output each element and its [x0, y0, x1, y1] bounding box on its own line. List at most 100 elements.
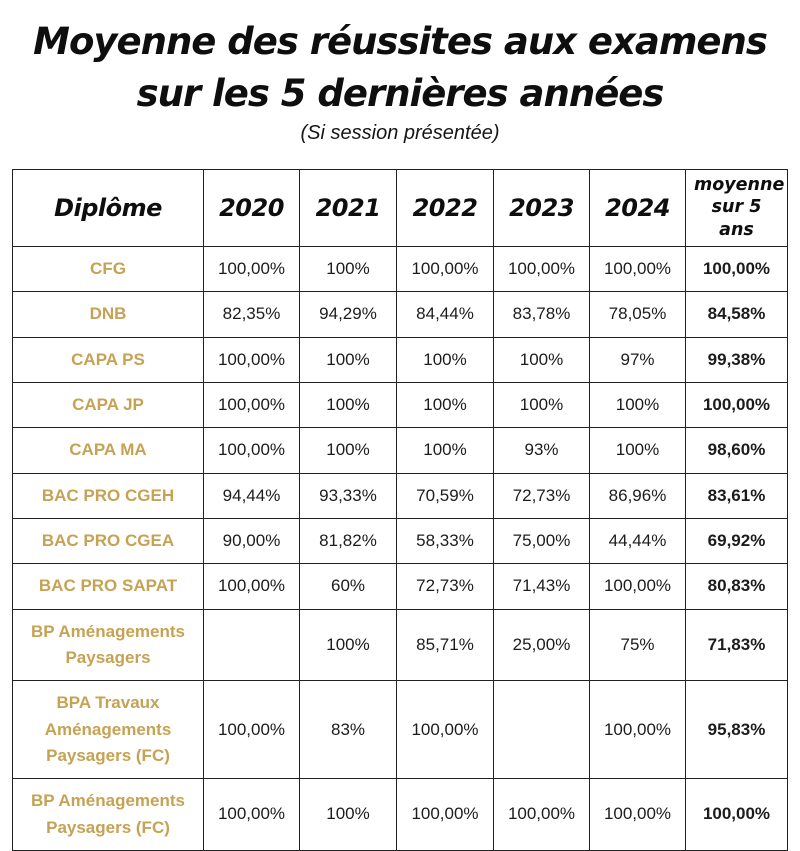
title-line-1: Moyenne des réussites aux examens: [33, 20, 768, 63]
diploma-cell: CFG: [12, 245, 204, 293]
diploma-cell: BP Aménagements Paysagers: [12, 608, 204, 682]
column-header-moyenne: moyenne sur 5 ans: [685, 168, 788, 247]
diploma-cell: BP Aménagements Paysagers (FC): [12, 778, 204, 851]
table-row: BAC PRO CGEH 94,44% 93,33% 70,59% 72,73% 86,9…: [12, 472, 788, 519]
value-cell: 100,00%: [203, 778, 300, 851]
column-header-diplome: Diplôme: [12, 168, 204, 247]
table-row: BAC PRO CGEA 90,00% 81,82% 58,33% 75,00% 44,4…: [12, 517, 788, 565]
value-cell: 100,00%: [493, 245, 590, 293]
value-cell: 84,44%: [396, 291, 494, 338]
value-cell: 100,00%: [203, 336, 300, 383]
value-cell: 60%: [299, 563, 397, 610]
table-body: CFG 100,00% 100% 100,00% 100,00% 100,00% 100,0…: [12, 245, 788, 851]
column-header-year: 2021: [299, 168, 397, 247]
value-cell: 100%: [396, 427, 494, 474]
value-cell: 72,73%: [396, 563, 494, 610]
value-cell: 100,00%: [203, 563, 300, 610]
value-cell: 100,00%: [203, 245, 300, 293]
column-header-year: 2023: [493, 168, 590, 247]
column-header-year: 2024: [589, 168, 686, 247]
table-row: BPA Travaux Aménagements Paysagers (FC) 1…: [12, 680, 788, 780]
value-cell: 100,00%: [589, 563, 686, 610]
value-cell: 75,00%: [493, 517, 590, 565]
table-row: CFG 100,00% 100% 100,00% 100,00% 100,00% 100,0…: [12, 245, 788, 293]
value-cell: 75%: [589, 608, 686, 682]
value-cell: 100,00%: [589, 245, 686, 293]
value-cell: 100%: [299, 608, 397, 682]
value-cell: 90,00%: [203, 517, 300, 565]
average-cell: 83,61%: [685, 472, 788, 519]
average-cell: 84,58%: [685, 291, 788, 338]
value-cell: 72,73%: [493, 472, 590, 519]
average-cell: 95,83%: [685, 680, 788, 780]
results-table: Diplôme 2020 2021 2022 2023 2024 moyenne sur 5…: [12, 168, 788, 851]
value-cell: 93,33%: [299, 472, 397, 519]
page-subtitle: (Si session présentée): [300, 121, 500, 144]
value-cell: 100%: [589, 381, 686, 429]
value-cell: 82,35%: [203, 291, 300, 338]
value-cell: 78,05%: [589, 291, 686, 338]
diploma-cell: CAPA MA: [12, 427, 204, 474]
average-cell: 69,92%: [685, 517, 788, 565]
value-cell: 71,43%: [493, 563, 590, 610]
column-header-year: 2020: [203, 168, 300, 247]
value-cell: 100%: [589, 427, 686, 474]
diploma-cell: BPA Travaux Aménagements Paysagers (FC): [12, 680, 204, 780]
column-header-year: 2022: [396, 168, 494, 247]
value-cell: 100,00%: [203, 381, 300, 429]
value-cell: 100%: [299, 778, 397, 851]
table-row: CAPA JP 100,00% 100% 100% 100% 100% 100,00%: [12, 381, 788, 429]
title-line-2: sur les 5 dernières années: [136, 71, 665, 115]
value-cell: 100,00%: [203, 427, 300, 474]
value-cell: 97%: [589, 336, 686, 383]
value-cell: 100%: [299, 336, 397, 383]
value-cell: 70,59%: [396, 472, 494, 519]
page-title: Moyenne des réussites aux examens sur les…: [10, 16, 790, 120]
table-row: BAC PRO SAPAT 100,00% 60% 72,73% 71,43% 100,0…: [12, 563, 788, 610]
value-cell: 81,82%: [299, 517, 397, 565]
average-cell: 71,83%: [685, 608, 788, 682]
average-cell: 98,60%: [685, 427, 788, 474]
average-cell: 100,00%: [685, 381, 788, 429]
value-cell: 94,29%: [299, 291, 397, 338]
value-cell: 100%: [493, 381, 590, 429]
value-cell: 85,71%: [396, 608, 494, 682]
average-cell: 100,00%: [685, 778, 788, 851]
value-cell: 100,00%: [493, 778, 590, 851]
average-cell: 80,83%: [685, 563, 788, 610]
table-row: CAPA PS 100,00% 100% 100% 100% 97% 99,38%: [12, 336, 788, 383]
value-cell: [203, 608, 300, 682]
table-row: BP Aménagements Paysagers 100% 85,71% 25,00…: [12, 608, 788, 682]
table-row: BP Aménagements Paysagers (FC) 100,00% 100…: [12, 778, 788, 851]
table-row: CAPA MA 100,00% 100% 100% 93% 100% 98,60%: [12, 427, 788, 474]
value-cell: 100,00%: [589, 680, 686, 780]
value-cell: 44,44%: [589, 517, 686, 565]
value-cell: 25,00%: [493, 608, 590, 682]
diploma-cell: CAPA JP: [12, 381, 204, 429]
value-cell: 83%: [299, 680, 397, 780]
average-cell: 100,00%: [685, 245, 788, 293]
value-cell: 94,44%: [203, 472, 300, 519]
value-cell: 100%: [396, 336, 494, 383]
value-cell: 100%: [396, 381, 494, 429]
value-cell: 100%: [299, 381, 397, 429]
value-cell: 100%: [493, 336, 590, 383]
value-cell: 86,96%: [589, 472, 686, 519]
value-cell: 100,00%: [396, 680, 494, 780]
value-cell: 83,78%: [493, 291, 590, 338]
average-cell: 99,38%: [685, 336, 788, 383]
diploma-cell: DNB: [12, 291, 204, 338]
value-cell: 100,00%: [589, 778, 686, 851]
value-cell: 100%: [299, 245, 397, 293]
header-row: Diplôme 2020 2021 2022 2023 2024 moyenne sur 5…: [12, 168, 788, 247]
value-cell: 93%: [493, 427, 590, 474]
poster: Moyenne des réussites aux examens sur les…: [0, 16, 800, 851]
value-cell: 58,33%: [396, 517, 494, 565]
value-cell: 100%: [299, 427, 397, 474]
table-row: DNB 82,35% 94,29% 84,44% 83,78% 78,05% 84,58%: [12, 291, 788, 338]
diploma-cell: BAC PRO CGEH: [12, 472, 204, 519]
value-cell: 100,00%: [203, 680, 300, 780]
value-cell: 100,00%: [396, 778, 494, 851]
value-cell: [493, 680, 590, 780]
diploma-cell: BAC PRO CGEA: [12, 517, 204, 565]
